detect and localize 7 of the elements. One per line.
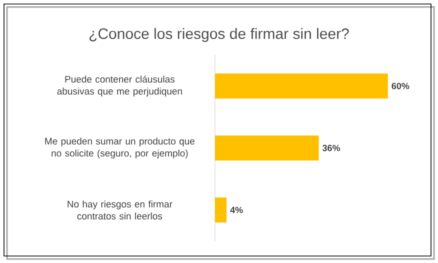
- data-label: 36%: [322, 144, 340, 152]
- y-tick-label: No hay riesgos en firmar contratos sin leerlos: [68, 200, 172, 220]
- chart-title: ¿Conoce los riesgos de firmar sin leer?: [89, 28, 349, 42]
- data-label: 60%: [392, 82, 410, 90]
- data-label: 4%: [230, 206, 243, 214]
- y-tick-label: Puede contener cláusulas abusivas que me perjudiquen: [57, 76, 182, 96]
- y-tick-label: Me pueden sumar un producto que no solicite (seguro, por ejemplo): [45, 138, 195, 158]
